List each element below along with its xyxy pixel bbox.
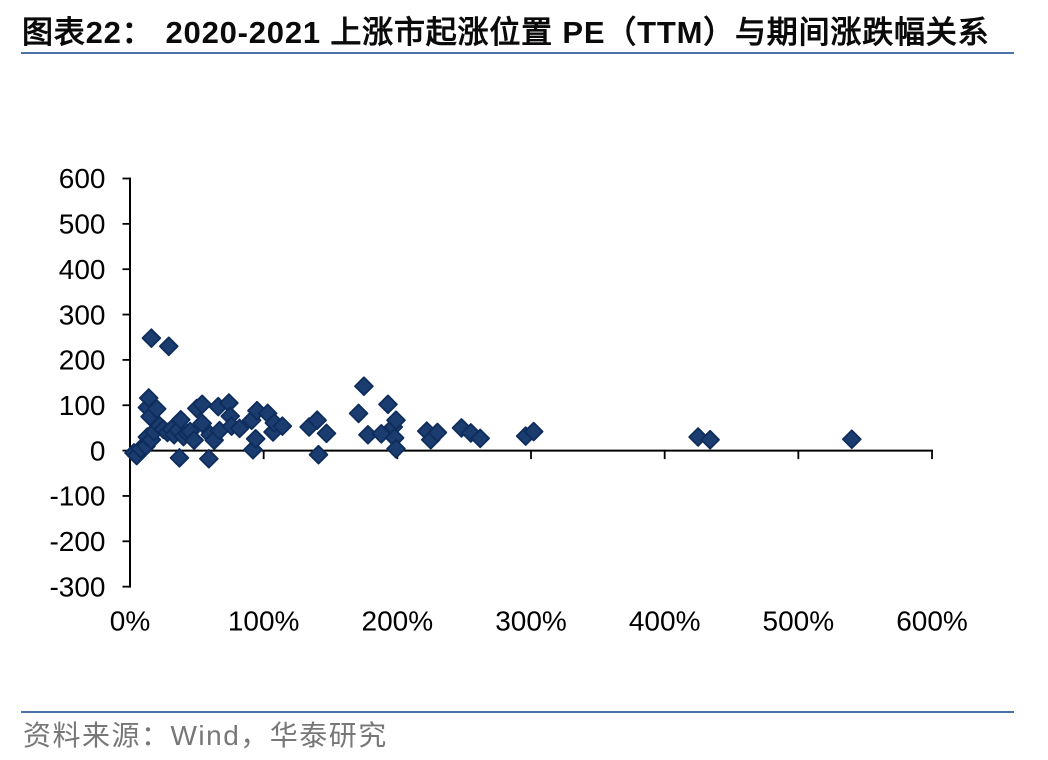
data-point-diamond <box>192 394 212 415</box>
chart-axes <box>122 177 934 588</box>
data-point-diamond <box>308 444 329 465</box>
data-point-diamond <box>272 416 293 436</box>
data-point-diamond <box>316 423 337 444</box>
y-tick-label: 0 <box>90 435 106 466</box>
y-tick-label: -300 <box>49 571 105 602</box>
data-point-diamond <box>842 429 862 450</box>
data-point-diamond <box>427 422 448 443</box>
data-point-diamond <box>354 376 374 397</box>
data-point-diamond <box>229 418 250 439</box>
x-tick-label: 300% <box>495 606 567 637</box>
data-point-diamond <box>307 410 327 431</box>
y-tick-label: -100 <box>49 481 105 512</box>
data-point-diamond <box>245 429 266 449</box>
data-point-diamond <box>170 409 191 430</box>
figure-title: 图表22： 2020-2021 上涨市起涨位置 PE（TTM）与期间涨跌幅关系 <box>22 14 1022 52</box>
figure-number-label: 图表22： <box>22 15 154 50</box>
title-underline <box>21 52 1014 54</box>
x-tick-label: 600% <box>896 606 968 637</box>
data-point-diamond <box>386 438 406 459</box>
data-point-diamond <box>461 423 481 443</box>
data-point-diamond <box>470 428 491 449</box>
data-point-diamond <box>169 448 190 468</box>
y-tick-label: 100 <box>59 390 106 421</box>
y-tick-label: 200 <box>59 345 106 376</box>
x-tick-label: 400% <box>629 606 701 637</box>
data-point-diamond <box>199 448 219 469</box>
x-tick-label: 0% <box>110 606 150 637</box>
data-point-diamond <box>247 400 267 421</box>
data-point-diamond <box>386 410 406 431</box>
chart-points <box>124 328 862 469</box>
y-tick-label: 600 <box>59 163 106 194</box>
data-source: 资料来源：Wind，华泰研究 <box>23 720 388 751</box>
data-point-diamond <box>451 418 472 438</box>
y-tick-label: 300 <box>59 299 106 330</box>
y-tick-label: 400 <box>59 254 106 285</box>
data-point-diamond <box>141 328 162 348</box>
data-point-diamond <box>146 399 167 419</box>
x-tick-label: 100% <box>228 606 300 637</box>
x-tick-label: 500% <box>763 606 835 637</box>
y-tick-label: 500 <box>59 209 106 240</box>
data-point-diamond <box>184 430 204 450</box>
data-point-diamond <box>700 429 720 450</box>
data-point-diamond <box>523 421 544 442</box>
page-title: 2020-2021 上涨市起涨位置 PE（TTM）与期间涨跌幅关系 <box>165 15 990 50</box>
data-point-diamond <box>378 394 398 415</box>
data-point-diamond <box>192 413 212 434</box>
y-tick-label: -200 <box>49 526 105 557</box>
x-tick-label: 200% <box>362 606 434 637</box>
footer-divider <box>21 711 1014 713</box>
data-point-diamond <box>158 336 179 357</box>
data-point-diamond <box>348 403 369 424</box>
